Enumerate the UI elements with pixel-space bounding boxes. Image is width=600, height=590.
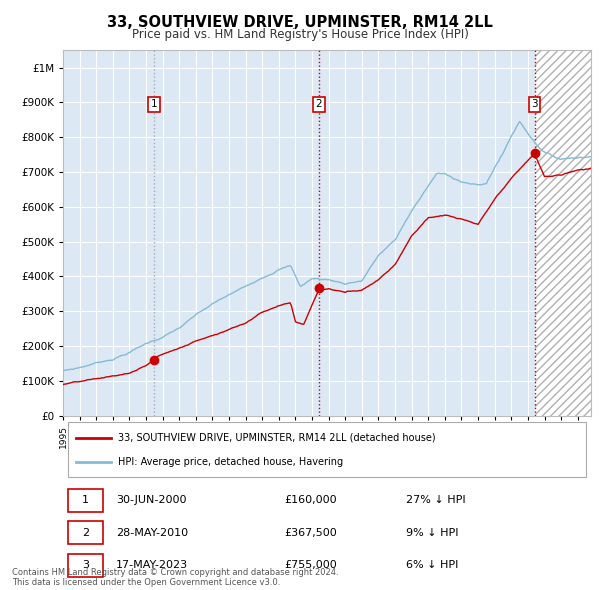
Text: 1: 1 bbox=[82, 495, 89, 505]
Text: HPI: Average price, detached house, Havering: HPI: Average price, detached house, Have… bbox=[118, 457, 344, 467]
FancyBboxPatch shape bbox=[68, 554, 103, 576]
Text: 3: 3 bbox=[531, 99, 538, 109]
Text: 9% ↓ HPI: 9% ↓ HPI bbox=[406, 527, 459, 537]
FancyBboxPatch shape bbox=[68, 489, 103, 512]
Text: £160,000: £160,000 bbox=[285, 495, 337, 505]
Text: 17-MAY-2023: 17-MAY-2023 bbox=[116, 560, 188, 570]
Text: £755,000: £755,000 bbox=[285, 560, 338, 570]
Text: 2: 2 bbox=[82, 527, 89, 537]
Text: £367,500: £367,500 bbox=[285, 527, 338, 537]
Bar bbox=[535, 50, 591, 416]
FancyBboxPatch shape bbox=[68, 522, 103, 544]
Text: 30-JUN-2000: 30-JUN-2000 bbox=[116, 495, 187, 505]
Text: 28-MAY-2010: 28-MAY-2010 bbox=[116, 527, 188, 537]
Text: 6% ↓ HPI: 6% ↓ HPI bbox=[406, 560, 458, 570]
FancyBboxPatch shape bbox=[68, 422, 586, 477]
Text: 27% ↓ HPI: 27% ↓ HPI bbox=[406, 495, 466, 505]
Text: 1: 1 bbox=[151, 99, 158, 109]
Text: 2: 2 bbox=[316, 99, 322, 109]
Text: Contains HM Land Registry data © Crown copyright and database right 2024.
This d: Contains HM Land Registry data © Crown c… bbox=[12, 568, 338, 587]
Text: Price paid vs. HM Land Registry's House Price Index (HPI): Price paid vs. HM Land Registry's House … bbox=[131, 28, 469, 41]
Text: 33, SOUTHVIEW DRIVE, UPMINSTER, RM14 2LL (detached house): 33, SOUTHVIEW DRIVE, UPMINSTER, RM14 2LL… bbox=[118, 432, 436, 442]
Text: 3: 3 bbox=[82, 560, 89, 570]
Text: 33, SOUTHVIEW DRIVE, UPMINSTER, RM14 2LL: 33, SOUTHVIEW DRIVE, UPMINSTER, RM14 2LL bbox=[107, 15, 493, 30]
